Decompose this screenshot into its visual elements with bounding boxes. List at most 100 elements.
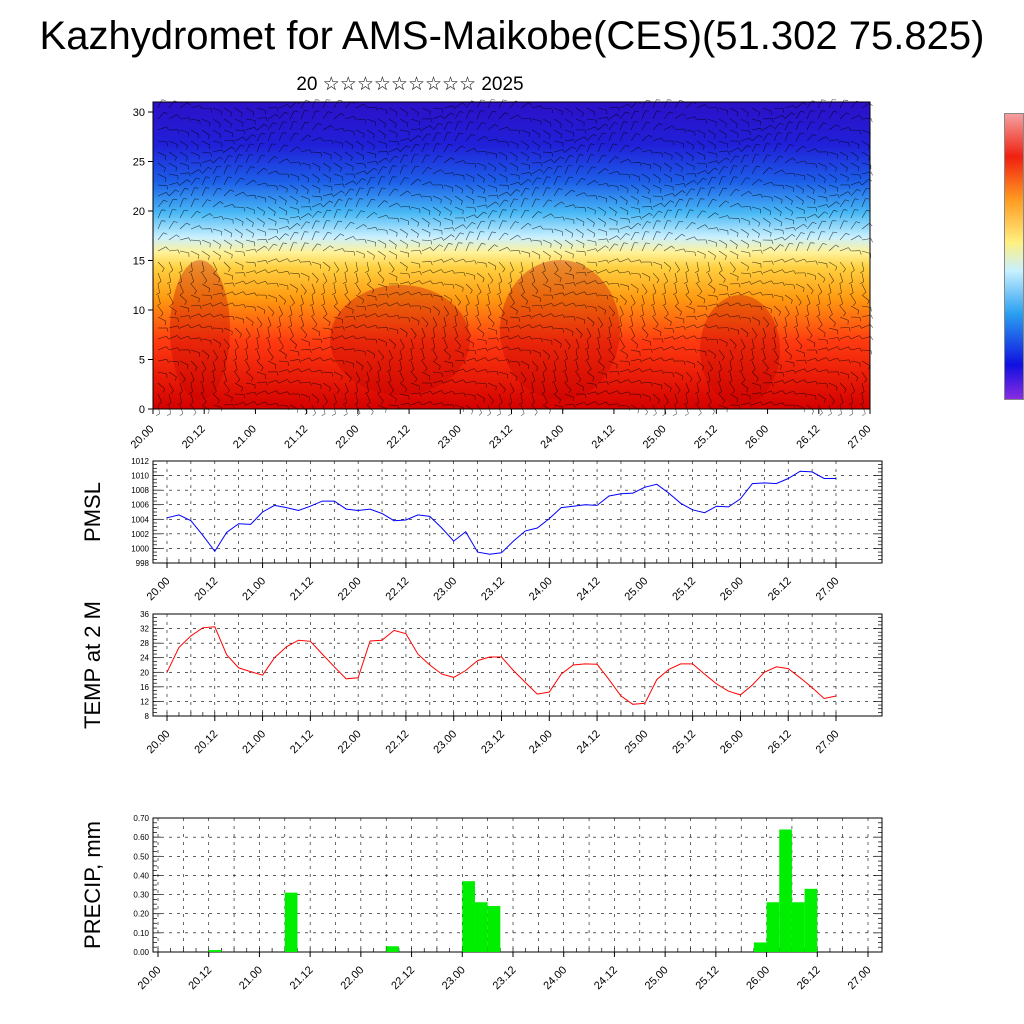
wind-barb-flag (252, 233, 254, 238)
wind-barb-flag (672, 358, 675, 363)
wind-barb-flag (381, 176, 386, 178)
wind-barb-flag (635, 133, 640, 135)
wind-barb (817, 220, 823, 230)
wind-barb (300, 221, 307, 230)
wind-barb-flag (276, 170, 280, 175)
wind-barb (267, 316, 272, 326)
wind-barb-flag (199, 313, 203, 318)
wind-barb-flag (781, 169, 785, 174)
wind-barb-flag (812, 190, 815, 194)
wind-barb-flag (395, 112, 398, 117)
wind-barb-flag (779, 212, 782, 216)
wind-barb (410, 154, 415, 164)
wind-barb-flag (492, 210, 497, 212)
wind-barb (311, 294, 314, 304)
wind-barb-flag (241, 387, 243, 392)
wind-barb-flag (836, 386, 838, 391)
wind-barb-flag (581, 144, 586, 147)
wind-barb-flag (317, 179, 320, 183)
wind-barb (201, 239, 211, 244)
wind-barb (553, 129, 562, 135)
wind-barb (685, 294, 693, 302)
wind-barb (762, 124, 771, 131)
wind-barb (553, 118, 562, 125)
wind-barb (157, 126, 167, 131)
wind-barb (773, 244, 781, 252)
wind-barb (179, 393, 182, 403)
wind-barb-flag (705, 314, 709, 318)
wind-barb-flag (793, 105, 797, 109)
wind-barb-flag (174, 156, 177, 161)
wind-barb (553, 149, 563, 153)
wind-barb-flag (606, 390, 610, 394)
wind-barb (157, 294, 161, 304)
wind-barb (674, 190, 683, 197)
wind-barb (377, 129, 386, 136)
wind-barb-flag (581, 234, 584, 238)
wind-barb-flag (749, 273, 752, 278)
wind-barb-flag (475, 303, 480, 306)
wind-barb (410, 316, 420, 322)
wind-barb-flag (658, 179, 661, 183)
wind-barb-flag (477, 324, 482, 328)
wind-barb (542, 159, 552, 164)
wind-barb-flag (615, 156, 619, 159)
wind-barb (784, 206, 793, 212)
wind-barb (729, 250, 739, 256)
wind-barb-flag (771, 280, 775, 285)
wind-barb (850, 360, 860, 363)
wind-barb (157, 272, 162, 282)
wind-barb (564, 327, 574, 333)
wind-barb (399, 190, 408, 197)
wind-barb (355, 151, 365, 157)
wind-barb-flag (428, 211, 431, 216)
wind-barb (839, 247, 849, 252)
wind-barb (696, 371, 702, 381)
wind-barb (498, 393, 503, 403)
wind-barb (652, 305, 656, 315)
wind-barb (597, 281, 607, 285)
wind-barb-flag (673, 402, 678, 405)
wind-barb-flag (572, 254, 574, 259)
wind-barb (729, 302, 739, 307)
wind-barb-flag (788, 121, 793, 123)
wind-barb-flag (623, 121, 628, 123)
wind-barb (850, 173, 860, 176)
wind-barb-flag (612, 312, 615, 317)
wind-barb (718, 150, 728, 153)
wind-barb (179, 198, 184, 208)
wind-barb (850, 371, 859, 378)
wind-barb-flag (254, 270, 257, 275)
wind-barb (344, 335, 354, 340)
wind-barb-flag (826, 303, 831, 306)
wind-barb-flag (822, 220, 827, 222)
wind-barb-flag (683, 281, 688, 284)
wind-barb-flag (826, 369, 829, 374)
wind-barb-flag (683, 128, 686, 133)
wind-barb (190, 294, 200, 299)
wind-barb (454, 145, 462, 153)
wind-barb-flag (651, 314, 656, 317)
wind-barb-flag (275, 114, 279, 118)
wind-barb (751, 166, 757, 175)
wind-barb-flag (444, 347, 448, 351)
wind-barb (333, 248, 343, 252)
wind-barb-flag (800, 132, 805, 135)
ytick-label: 0.40 (133, 871, 149, 880)
wind-barb (223, 189, 231, 197)
wind-barb-flag (572, 146, 576, 150)
wind-barb (531, 371, 536, 381)
wind-barb (619, 184, 629, 190)
wind-barb-flag (196, 210, 201, 214)
wind-barb (476, 122, 483, 131)
wind-barb (234, 280, 244, 285)
wind-barb-flag (270, 357, 274, 361)
wind-barb-flag (574, 369, 579, 372)
wind-barb (674, 346, 684, 351)
wind-barb (806, 148, 816, 153)
ytick-label: 16 (140, 683, 149, 692)
wind-barb (355, 324, 365, 329)
wind-barb (157, 371, 167, 375)
wind-barb (355, 382, 359, 392)
wind-barb (520, 222, 529, 230)
